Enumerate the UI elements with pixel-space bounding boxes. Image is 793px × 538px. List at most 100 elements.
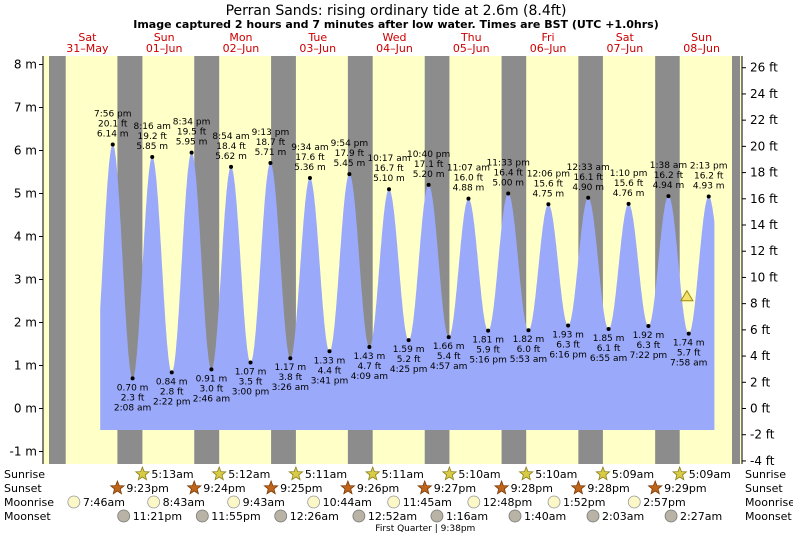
moonset-icon bbox=[352, 509, 366, 523]
y-tick-label-left: 8 m bbox=[14, 58, 37, 72]
high-tide-point bbox=[506, 191, 511, 196]
moonrise-icon bbox=[547, 495, 561, 509]
high-tide-point bbox=[586, 195, 591, 200]
day-header-group: Sat31–MaySun01–JunMon02–JunTue03–JunWed0… bbox=[66, 31, 720, 55]
low-tide-point bbox=[248, 360, 253, 365]
y-tick-label-left: 2 m bbox=[14, 316, 37, 330]
moonset-icon bbox=[586, 509, 600, 523]
sunrise-icon bbox=[211, 465, 227, 481]
sunrise-icon bbox=[134, 465, 151, 481]
low-tide-label: 4.4 ft bbox=[318, 366, 342, 376]
high-tide-label: 11:33 pm bbox=[487, 159, 530, 169]
sunrise-icon bbox=[518, 465, 534, 481]
high-tide-label: 5.20 m bbox=[413, 170, 445, 180]
y-tick-label-right: 6 ft bbox=[750, 323, 770, 337]
sunset-time: 9:28pm bbox=[587, 482, 629, 495]
low-tide-label: 2:22 pm bbox=[153, 397, 191, 407]
high-tide-point bbox=[268, 160, 273, 165]
high-tide-label: 10:40 pm bbox=[407, 150, 450, 160]
day-name: Sat bbox=[78, 31, 97, 44]
low-tide-point bbox=[130, 376, 135, 381]
sunset-time: 9:29pm bbox=[664, 482, 706, 495]
sunset-time: 9:27pm bbox=[434, 482, 476, 495]
day-name: Sun bbox=[154, 31, 175, 44]
low-tide-label: 0.84 m bbox=[156, 377, 188, 387]
sunrise-icon bbox=[364, 465, 381, 481]
day-name: Tue bbox=[307, 31, 327, 44]
low-tide-point bbox=[367, 345, 372, 350]
low-tide-point bbox=[169, 370, 174, 375]
moonrise-time: 7:46am bbox=[83, 496, 125, 509]
high-tide-point bbox=[546, 202, 551, 207]
moonrise-icon bbox=[387, 495, 401, 509]
moonrise-icon bbox=[227, 495, 241, 509]
high-tide-label: 7:56 pm bbox=[94, 109, 132, 119]
low-tide-label: 3:26 am bbox=[272, 383, 309, 393]
low-tide-point bbox=[327, 349, 332, 354]
y-tick-label-right: 2 ft bbox=[750, 375, 770, 389]
high-tide-label: 5.85 m bbox=[136, 142, 168, 152]
moonset-time: 1:16am bbox=[446, 510, 488, 523]
high-tide-point bbox=[666, 194, 671, 199]
high-tide-label: 16.1 ft bbox=[573, 173, 603, 183]
high-tide-label: 4.76 m bbox=[613, 189, 645, 199]
current-tide-marker bbox=[680, 289, 694, 302]
axes bbox=[42, 56, 743, 464]
y-tick-label-right: 8 ft bbox=[750, 297, 770, 311]
sunrise-icon bbox=[288, 465, 304, 481]
day-date: 04–Jun bbox=[376, 42, 413, 55]
high-tide-label: 1:10 pm bbox=[610, 169, 648, 179]
high-tide-point bbox=[347, 172, 352, 177]
high-tide-label: 4.94 m bbox=[653, 181, 685, 191]
moonrise-time: 11:45am bbox=[403, 496, 452, 509]
tick-labels: -1 m 0 m 1 m 2 m 3 m 4 m 5 m 6 m 7 m 8 m -4 ft -2 f… bbox=[10, 58, 779, 468]
high-tide-label: 8:54 am bbox=[212, 132, 249, 142]
y-tick-label-right: 18 ft bbox=[750, 166, 778, 180]
y-tick-label-right: 26 ft bbox=[750, 61, 778, 75]
high-tide-label: 4.75 m bbox=[533, 189, 565, 199]
sunrise-row-label-left: Sunrise bbox=[4, 468, 45, 481]
y-tick-label-right: 10 ft bbox=[750, 270, 778, 284]
day-date: 31–May bbox=[66, 42, 109, 55]
moonrise-icon bbox=[627, 495, 641, 509]
sunset-icon bbox=[493, 479, 510, 495]
moon-phase-label: First Quarter | 9:38pm bbox=[375, 524, 475, 534]
low-tide-label: 0.91 m bbox=[196, 374, 228, 384]
high-tide-point bbox=[466, 196, 471, 201]
moonrise-time: 2:57pm bbox=[643, 496, 685, 509]
high-tide-label: 5.71 m bbox=[255, 148, 287, 158]
high-tide-label: 20.1 ft bbox=[98, 119, 128, 129]
high-tide-label: 17.6 ft bbox=[295, 153, 325, 163]
y-tick-label-left: -1 m bbox=[10, 445, 37, 459]
low-tide-label: 4.7 ft bbox=[358, 362, 382, 372]
moonset-time: 2:03am bbox=[602, 510, 644, 523]
chart-title: Perran Sands: rising ordinary tide at 2.… bbox=[226, 3, 567, 19]
moonrise-row-label-left: Moonrise bbox=[4, 496, 54, 509]
low-tide-label: 6.1 ft bbox=[597, 344, 621, 354]
tide-area bbox=[100, 144, 715, 430]
low-tide-point bbox=[446, 335, 451, 340]
day-name: Sat bbox=[616, 31, 635, 44]
low-tide-label: 4:09 am bbox=[351, 372, 388, 382]
y-tick-label-right: 12 ft bbox=[750, 244, 778, 258]
y-tick-label-right: -2 ft bbox=[750, 428, 775, 442]
high-tide-label: 15.6 ft bbox=[534, 179, 564, 189]
astronomy-rows: Sunrise Sunrise 5:13am 5:12am 5:11am 5:11am 5:… bbox=[4, 465, 793, 534]
moonrise-row-label-right: Moonrise bbox=[745, 496, 793, 509]
low-tide-label: 2.8 ft bbox=[160, 387, 184, 397]
day-name: Thu bbox=[460, 31, 482, 44]
low-tide-point bbox=[406, 338, 411, 343]
high-tide-label: 1:38 am bbox=[650, 161, 687, 171]
y-tick-label-right: 16 ft bbox=[750, 192, 778, 206]
low-tide-label: 6:55 am bbox=[590, 354, 627, 364]
moonrise-time: 10:44am bbox=[323, 496, 372, 509]
low-tide-label: 3:00 pm bbox=[232, 387, 270, 397]
low-tide-label: 2.3 ft bbox=[121, 393, 145, 403]
night-band bbox=[732, 56, 740, 464]
high-tide-label: 4.93 m bbox=[693, 182, 725, 192]
low-tide-label: 3.0 ft bbox=[200, 384, 224, 394]
high-tide-point bbox=[110, 142, 115, 147]
